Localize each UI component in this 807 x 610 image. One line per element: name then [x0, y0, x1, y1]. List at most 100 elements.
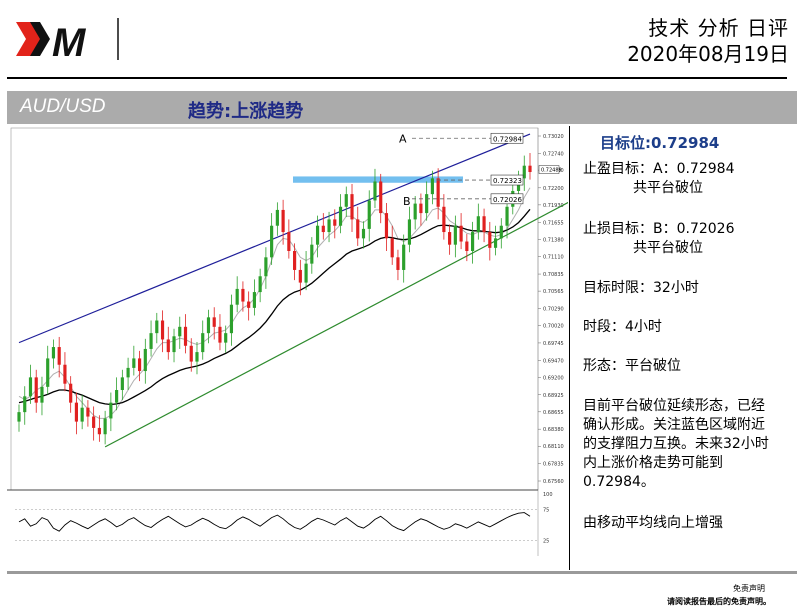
lower-channel-line [104, 194, 582, 448]
candle-body [356, 219, 360, 239]
commentary-line: 确认形成。关注蓝色区域附近 [583, 417, 765, 433]
candle-body [287, 232, 291, 251]
candle-body [476, 216, 480, 233]
candle-body [57, 347, 61, 365]
y-tick-label: 0.68380 [543, 427, 564, 433]
candle-body [212, 317, 216, 327]
y-tick-label: 0.72200 [543, 186, 564, 192]
candle-body [229, 304, 234, 334]
candle-body [430, 178, 434, 195]
price-chart: 0.730200.727400.724800.722000.719300.716… [7, 126, 582, 570]
timeframe: 时段：4小时 [583, 319, 662, 335]
annotation-box [490, 174, 524, 186]
time-limit: 目标时限：32小时 [583, 280, 699, 296]
annotation-box [490, 193, 524, 205]
candle-body [425, 194, 429, 214]
commentary: 目前平台破位延续形态，已经 确认形成。关注蓝色区域附近 的支撑阻力互换。未来32… [583, 397, 769, 492]
candle-body [195, 352, 199, 362]
report-date: 2020年08月19日 [627, 42, 789, 66]
candle-body [293, 251, 297, 270]
take-profit-line2: 共平台破位 [633, 180, 703, 196]
candle-body [34, 377, 38, 403]
candle-body [69, 383, 73, 403]
candle-body [224, 333, 228, 343]
indicator-line [18, 512, 531, 532]
y-tick-label: 0.69745 [543, 341, 564, 347]
candle-body [448, 232, 452, 245]
upper-channel-line [18, 133, 531, 344]
candle-body [201, 333, 205, 353]
trend-label: 趋势:上涨趋势 [188, 101, 304, 122]
annotation-letter: A [399, 132, 407, 145]
candle-body [172, 336, 176, 353]
annotation-box [490, 132, 524, 144]
instrument-bar [7, 91, 797, 124]
candle-body [270, 225, 274, 258]
y-tick-label: 0.70290 [543, 307, 564, 313]
candle-body [321, 225, 325, 233]
candle-body [402, 244, 406, 270]
y-tick-label: 0.67560 [543, 479, 564, 485]
candle-body [183, 326, 188, 346]
candle-body [258, 276, 262, 293]
stop-loss-line2: 共平台破位 [633, 240, 703, 256]
indicator-level-label: 25 [543, 539, 549, 545]
last-price-label: 0.72489 [541, 168, 562, 174]
y-tick-label: 0.73020 [543, 134, 564, 140]
candle-body [470, 232, 475, 251]
candle-body [264, 257, 268, 277]
candle-body [384, 213, 389, 239]
chart-svg: 0.730200.727400.724800.722000.719300.716… [7, 127, 582, 556]
y-tick-label: 0.70565 [543, 289, 564, 295]
candle-body [465, 241, 469, 251]
candle-body [92, 416, 96, 428]
candle-body [206, 317, 211, 334]
commentary-line: 目前平台破位延续形态，已经 [583, 398, 765, 414]
candle-body [160, 320, 165, 340]
indicator-level-label: 75 [543, 508, 549, 514]
candle-body [453, 225, 457, 245]
candle-body [109, 402, 113, 419]
xm-logo: M [16, 18, 119, 62]
footer-divider [7, 571, 797, 574]
y-tick-label: 0.71655 [543, 220, 564, 226]
candle-body [482, 216, 486, 233]
candle-body [304, 263, 308, 283]
candle-body [178, 326, 182, 337]
y-tick-label: 0.68110 [543, 444, 564, 450]
analysis-panel [569, 126, 802, 570]
candle-body [379, 181, 383, 214]
candle-body [488, 232, 492, 248]
y-tick-label: 0.72740 [543, 152, 564, 158]
candle-body [419, 203, 423, 214]
last-price-box [538, 165, 560, 174]
indicator-top-label: 100 [543, 492, 553, 498]
candle-body [315, 225, 320, 245]
disclaimer-title: 免责声明 [733, 584, 765, 593]
commentary-line: 的支撑阻力互换。未来32小时 [583, 436, 769, 452]
candle-body [97, 427, 101, 435]
candle-body [361, 228, 366, 239]
candle-body [373, 181, 377, 201]
candle-body [115, 390, 119, 403]
candle-body [149, 333, 153, 349]
annotation-value: 0.72026 [493, 196, 522, 204]
candle-body [40, 386, 44, 403]
candle-body [396, 257, 400, 270]
y-tick-label: 0.70835 [543, 272, 564, 278]
commentary-line: 0.72984。 [583, 474, 655, 490]
candle-body [28, 377, 33, 397]
candle-body [17, 412, 21, 422]
candle-body [442, 206, 446, 233]
pattern: 形态：平台破位 [583, 358, 681, 374]
instrument-pair: AUD/USD [20, 96, 106, 117]
candle-body [528, 165, 532, 173]
candle-body [350, 194, 354, 220]
candle-body [51, 347, 56, 359]
y-tick-label: 0.71110 [543, 255, 564, 261]
candle-body [522, 165, 526, 179]
y-tick-label: 0.71930 [543, 203, 564, 209]
candle-body [189, 345, 193, 362]
y-tick-label: 0.69470 [543, 358, 564, 364]
y-tick-label: 0.67835 [543, 462, 564, 468]
